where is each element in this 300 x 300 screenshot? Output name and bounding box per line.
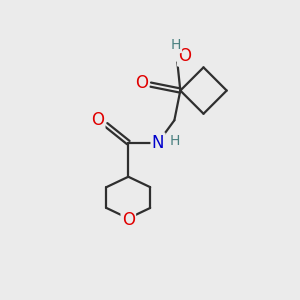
Text: H: H — [169, 134, 180, 148]
Text: O: O — [122, 211, 135, 229]
Text: H: H — [171, 38, 181, 52]
Text: O: O — [91, 111, 104, 129]
Text: O: O — [178, 47, 191, 65]
Text: N: N — [152, 134, 164, 152]
Text: O: O — [135, 74, 148, 92]
